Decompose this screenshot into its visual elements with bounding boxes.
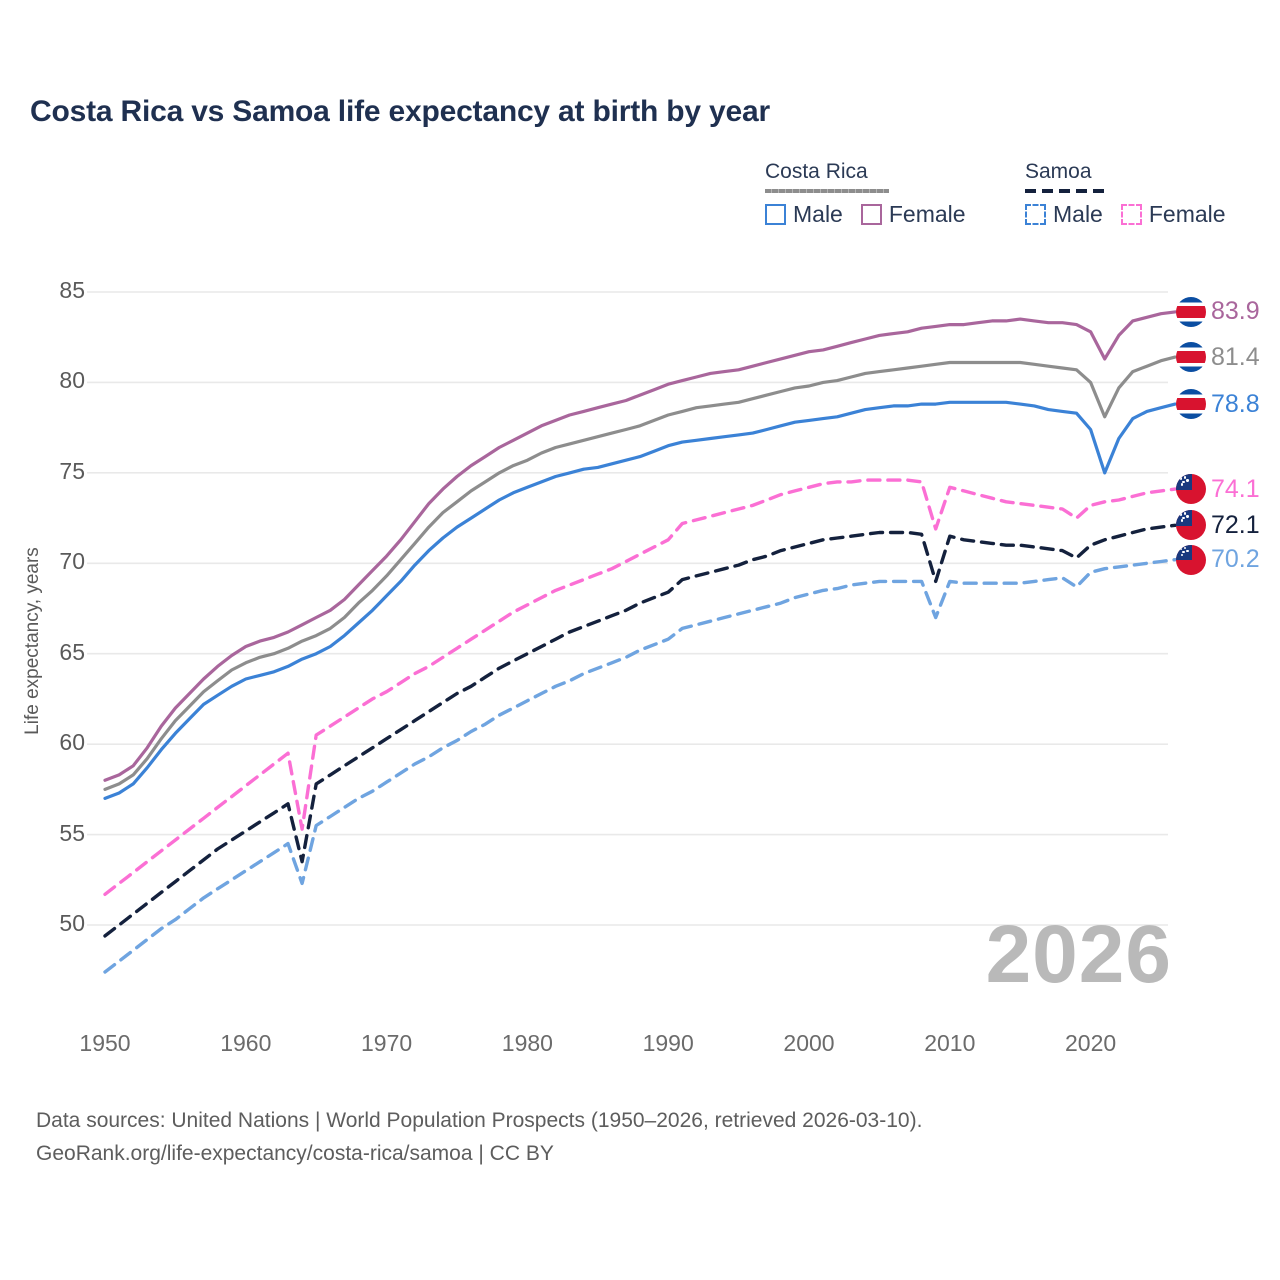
series-end-label: 70.2 — [1176, 543, 1260, 577]
footer-line-attribution: GeoRank.org/life-expectancy/costa-rica/s… — [36, 1141, 554, 1165]
chart-legend: Costa Rica Male Female Samoa Male — [760, 160, 1260, 245]
samoa-flag-icon — [1176, 544, 1206, 575]
flag-star — [1183, 512, 1186, 515]
legend-item-label: Male — [793, 201, 843, 227]
legend-item-label: Male — [1053, 201, 1103, 227]
series-line — [103, 310, 1177, 782]
series-end-label: 78.8 — [1176, 387, 1260, 421]
series-end-value: 70.2 — [1211, 545, 1260, 574]
flag-star — [1182, 516, 1185, 520]
legend-swatch-icon — [1120, 204, 1142, 225]
x-axis-tick-label: 1980 — [501, 1030, 553, 1056]
samoa-flag-icon — [1176, 474, 1206, 505]
legend-item-samoa-female[interactable]: Female — [1120, 201, 1226, 228]
page-title: Costa Rica vs Samoa life expectancy at b… — [30, 95, 770, 128]
flag-star — [1183, 546, 1186, 550]
series-end-label: 81.4 — [1176, 340, 1260, 374]
x-axis-tick-label: 1970 — [361, 1030, 413, 1056]
series-end-value: 74.1 — [1211, 474, 1260, 503]
legend-swatch-icon — [860, 204, 882, 225]
series-line — [103, 558, 1177, 974]
legend-swatch-icon — [1025, 204, 1046, 225]
legend-swatch-icon — [765, 204, 786, 225]
x-axis-tick-label: 2000 — [783, 1030, 835, 1056]
y-axis-tick-label: 50 — [59, 910, 85, 936]
series-end-value: 83.9 — [1211, 297, 1260, 326]
y-axis-tick-label: 85 — [59, 277, 85, 303]
legend-group-samoa: Samoa Male Female — [1025, 160, 1226, 228]
legend-group-costa-rica: Costa Rica Male Female — [765, 160, 966, 228]
y-axis-tick-label: 80 — [59, 367, 85, 394]
flag-star — [1179, 477, 1182, 480]
flag-star — [1186, 549, 1189, 553]
legend-country-label: Samoa — [1025, 160, 1092, 183]
footer-line-sources: Data sources: United Nations | World Pop… — [36, 1109, 923, 1132]
flag-star — [1186, 515, 1189, 518]
legend-item-samoa-male[interactable]: Male — [1025, 201, 1103, 228]
legend-item-costa-rica-male[interactable]: Male — [765, 201, 843, 228]
legend-item-costa-rica-female[interactable]: Female — [860, 201, 966, 228]
legend-country-label: Costa Rica — [765, 160, 868, 183]
series-end-value: 78.8 — [1211, 389, 1260, 418]
series-line — [103, 478, 1177, 896]
flag-star — [1180, 553, 1183, 557]
y-axis-tick-label: 65 — [59, 638, 85, 665]
series-end-label: 74.1 — [1176, 472, 1260, 506]
costa-rica-flag-icon — [1176, 389, 1206, 420]
flag-star — [1180, 519, 1183, 522]
y-axis-tick-label: 55 — [59, 819, 85, 846]
x-axis-tick-label: 1960 — [220, 1030, 272, 1056]
flag-star — [1182, 480, 1185, 483]
series-line — [103, 355, 1177, 791]
costa-rica-flag-icon — [1176, 296, 1206, 327]
legend-rule-dashed — [1025, 189, 1105, 193]
flag-star — [1182, 551, 1185, 554]
y-axis-tick-label: 70 — [59, 548, 85, 575]
legend-rule-solid — [765, 189, 889, 193]
x-axis-tick-label: 2020 — [1065, 1030, 1117, 1056]
year-watermark: 2026 — [985, 909, 1172, 1000]
costa-rica-flag-icon — [1176, 342, 1206, 373]
legend-item-label: Female — [1148, 201, 1226, 227]
flag-star — [1183, 476, 1186, 479]
series-line — [103, 400, 1177, 800]
series-end-label: 72.1 — [1176, 508, 1260, 542]
flag-star — [1179, 513, 1182, 516]
y-axis-tick-label: 75 — [59, 457, 85, 484]
x-axis-tick-label: 2010 — [924, 1030, 976, 1056]
legend-item-label: Female — [888, 201, 966, 227]
flag-star — [1180, 483, 1183, 486]
x-axis-tick-label: 1990 — [642, 1030, 694, 1056]
footer: Data sources: United Nations | World Pop… — [36, 1105, 922, 1170]
flag-star — [1179, 547, 1182, 551]
series-end-value: 72.1 — [1211, 510, 1260, 539]
series-line — [103, 523, 1177, 938]
flag-star — [1186, 479, 1189, 482]
series-end-value: 81.4 — [1211, 342, 1260, 371]
series-end-label: 83.9 — [1176, 295, 1260, 329]
samoa-flag-icon — [1176, 510, 1206, 541]
x-axis-tick-label: 1950 — [79, 1030, 131, 1056]
y-axis-tick-label: 60 — [59, 729, 85, 756]
